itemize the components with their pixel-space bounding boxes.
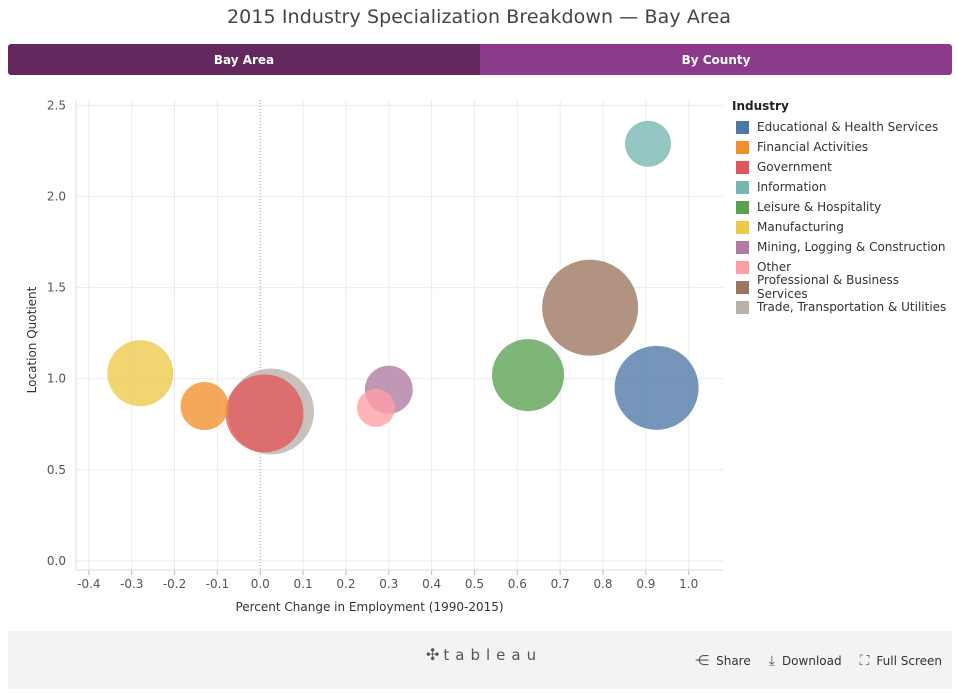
legend-item[interactable]: Leisure & Hospitality <box>732 197 952 217</box>
legend-item[interactable]: Professional & Business Services <box>732 273 952 301</box>
tableau-logo-icon: ✣ <box>426 645 440 664</box>
tab-bay-area[interactable]: Bay Area <box>8 44 480 75</box>
tableau-logo[interactable]: ✣ tableau <box>426 645 542 664</box>
legend-item[interactable]: Other <box>732 257 952 277</box>
y-tick-label: 0.0 <box>47 554 66 568</box>
bubble-point <box>542 259 639 356</box>
legend-swatch <box>736 120 749 134</box>
legend-label: Manufacturing <box>757 220 844 234</box>
legend-label: Professional & Business Services <box>757 273 900 301</box>
fullscreen-icon: ⛶ <box>859 653 870 669</box>
x-tick-label: -0.2 <box>163 577 186 591</box>
x-axis-title: Percent Change in Employment (1990-2015) <box>235 600 503 614</box>
share-icon: ⋲ <box>695 653 710 669</box>
x-tick-label: 0.8 <box>593 577 612 591</box>
legend-item[interactable]: Information <box>732 177 952 197</box>
x-tick-label: 0.6 <box>508 577 527 591</box>
legend-swatch <box>736 140 749 154</box>
legend-item[interactable]: Manufacturing <box>732 217 952 237</box>
tableau-logo-text: tableau <box>443 645 543 664</box>
download-button[interactable]: ⤓ Download <box>769 653 842 669</box>
x-tick-label: 0.7 <box>551 577 570 591</box>
legend-swatch <box>736 260 749 274</box>
legend-swatch <box>736 300 749 314</box>
x-tick-label: 0.9 <box>636 577 655 591</box>
x-tick-label: 1.0 <box>679 577 698 591</box>
fullscreen-button[interactable]: ⛶ Full Screen <box>860 653 942 669</box>
bubble-chart: 0.0 0.5 1.0 1.5 2.0 2.5 -0.4 -0.3 -0.2 -0.1 0.0 0.1… <box>25 98 723 614</box>
legend-swatch <box>736 240 749 254</box>
legend-swatch <box>736 220 749 234</box>
y-tick-label: 1.5 <box>47 281 66 295</box>
x-tick-label: 0.0 <box>251 577 270 591</box>
footer-toolbar: ✣ tableau ⋲ Share ⤓ Download ⛶ Full Scre… <box>8 631 952 689</box>
legend-item[interactable]: Mining, Logging & Construction <box>732 237 952 257</box>
legend-label: Mining, Logging & Construction <box>757 240 946 254</box>
y-tick-label: 0.5 <box>47 463 66 477</box>
view-tabs: Bay Area By County <box>8 44 952 75</box>
legend: Industry Educational & Health Services Fi… <box>732 99 952 317</box>
legend-swatch <box>736 280 749 294</box>
legend-item[interactable]: Financial Activities <box>732 137 952 157</box>
bubble-point <box>492 339 565 412</box>
x-tick-label: 0.3 <box>379 577 398 591</box>
legend-swatch <box>736 160 749 174</box>
legend-label: Educational & Health Services <box>757 120 939 134</box>
legend-swatch <box>736 180 749 194</box>
y-tick-label: 1.0 <box>47 372 66 386</box>
x-tick-label: -0.3 <box>120 577 143 591</box>
download-label: Download <box>781 654 842 668</box>
legend-label: Government <box>757 160 832 174</box>
x-tick-label: 0.2 <box>336 577 355 591</box>
legend-label: Trade, Transportation & Utilities <box>757 300 947 314</box>
legend-label: Other <box>757 260 792 274</box>
bubble-point <box>614 345 699 430</box>
tab-by-county[interactable]: By County <box>480 44 952 75</box>
y-tick-label: 2.0 <box>47 190 66 204</box>
x-tick-label: 0.4 <box>422 577 441 591</box>
bubble-point <box>107 340 174 407</box>
download-icon: ⤓ <box>768 653 775 669</box>
legend-label: Leisure & Hospitality <box>757 200 882 214</box>
legend-label: Financial Activities <box>757 140 869 154</box>
legend-items: Educational & Health Services Financial A… <box>732 117 952 317</box>
fullscreen-label: Full Screen <box>876 654 942 668</box>
x-tick-label: -0.1 <box>206 577 229 591</box>
legend-item[interactable]: Educational & Health Services <box>732 117 952 137</box>
legend-item[interactable]: Government <box>732 157 952 177</box>
legend-swatch <box>736 200 749 214</box>
legend-item[interactable]: Trade, Transportation & Utilities <box>732 297 952 317</box>
bubble-point <box>356 388 395 427</box>
chart-title: 2015 Industry Specialization Breakdown —… <box>226 6 732 28</box>
share-label: Share <box>716 654 751 668</box>
legend-title: Industry <box>732 99 789 113</box>
x-tick-label: 0.5 <box>465 577 484 591</box>
footer-actions: ⋲ Share ⤓ Download ⛶ Full Screen <box>695 653 942 669</box>
legend-label: Information <box>757 180 827 194</box>
x-tick-label: -0.4 <box>77 577 100 591</box>
x-tick-label: 0.1 <box>294 577 313 591</box>
share-button[interactable]: ⋲ Share <box>695 653 751 669</box>
bubble-point <box>180 382 229 431</box>
y-axis-title: Location Quotient <box>25 286 39 393</box>
bubble-point <box>225 374 304 453</box>
bubble-point <box>625 120 672 167</box>
y-tick-label: 2.5 <box>47 98 66 112</box>
